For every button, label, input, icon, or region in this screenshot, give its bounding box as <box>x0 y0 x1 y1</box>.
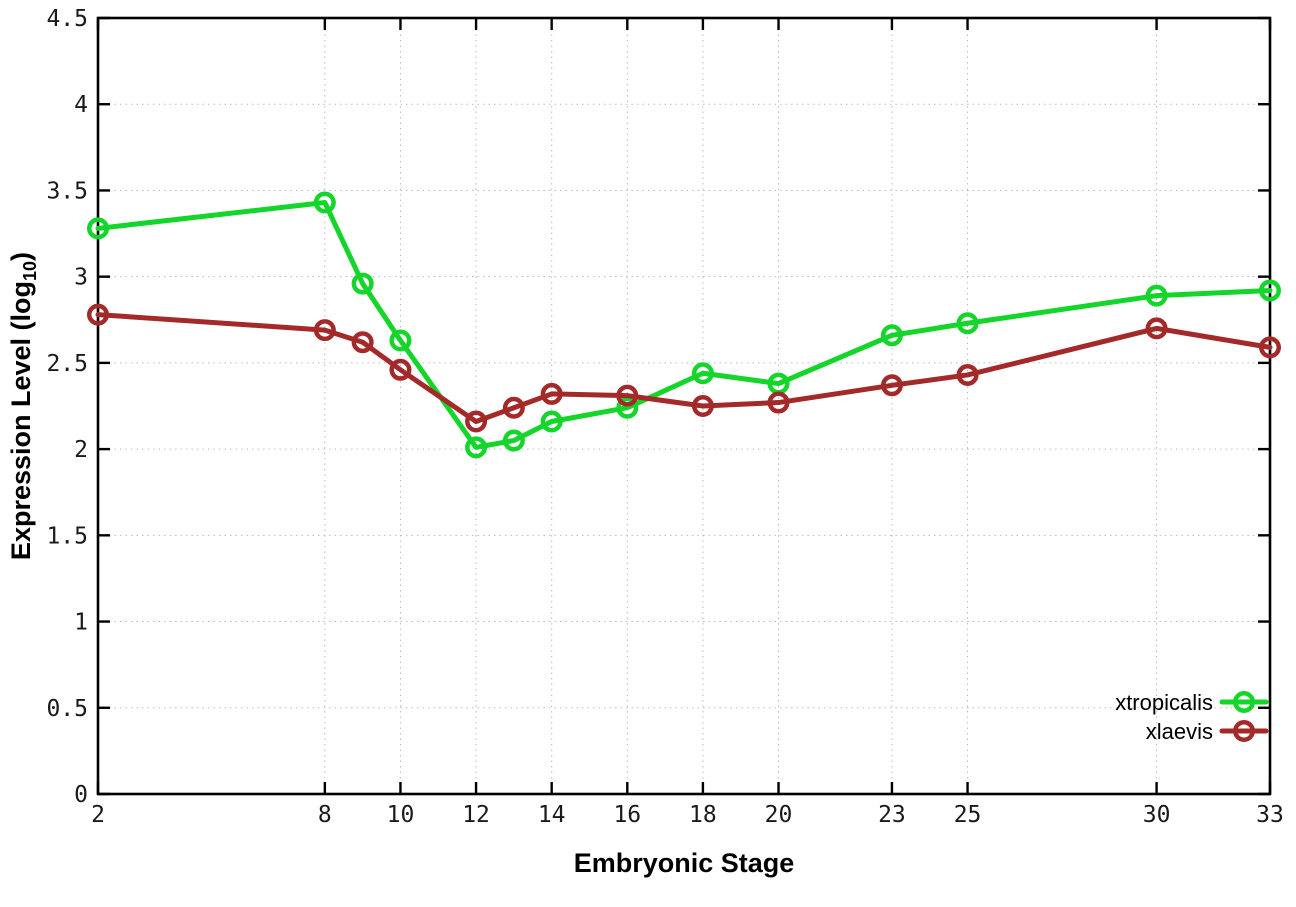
y-axis-title-prefix: Expression Level (log <box>6 281 36 560</box>
data-point-xlaevis <box>767 391 790 414</box>
series-line-xtropicalis <box>95 200 1273 450</box>
y-tick-label: 4.5 <box>46 6 88 32</box>
y-tick-label: 3 <box>74 265 88 291</box>
data-point-xlaevis <box>502 396 525 419</box>
y-tick-label: 1 <box>74 610 88 636</box>
data-point-xlaevis <box>351 331 374 354</box>
x-tick-label: 18 <box>689 802 717 828</box>
x-tick-label: 23 <box>878 802 906 828</box>
data-point-xlaevis <box>1259 336 1281 359</box>
series-line-xlaevis <box>95 312 1273 425</box>
y-tick-label: 2.5 <box>46 351 88 377</box>
x-tick-label: 16 <box>613 802 641 828</box>
data-point-xtropicalis <box>1145 284 1168 307</box>
data-point-xtropicalis <box>880 324 903 347</box>
x-tick-label: 14 <box>538 802 566 828</box>
legend-label-xtropicalis: xtropicalis <box>1115 690 1213 715</box>
y-tick-label: 2 <box>74 437 88 463</box>
data-point-xtropicalis <box>616 396 639 419</box>
data-point-xtropicalis <box>691 362 714 385</box>
x-axis-title: Embryonic Stage <box>574 848 795 878</box>
plot-area: 2 8 10 12 14 16 18 20 23 25 30 33 0 0.5 1 1.5 2 2.5 3 3.5 4 4… <box>46 6 1283 828</box>
y-tick-label: 3.5 <box>46 178 88 204</box>
legend-label-xlaevis: xlaevis <box>1146 719 1213 744</box>
x-tick-label: 8 <box>318 802 332 828</box>
y-tick-label: 4 <box>74 92 88 118</box>
data-point-xlaevis <box>880 374 903 397</box>
x-tick-label: 20 <box>765 802 793 828</box>
x-tick-label: 33 <box>1256 802 1284 828</box>
data-point-xtropicalis <box>351 272 374 295</box>
data-point-xlaevis <box>616 384 639 407</box>
x-tick-label: 30 <box>1143 802 1171 828</box>
x-tick-label: 12 <box>462 802 490 828</box>
data-point-xtropicalis <box>389 329 412 352</box>
data-point-xlaevis <box>1145 317 1168 340</box>
data-point-xlaevis <box>389 358 412 381</box>
y-tick-label: 1.5 <box>46 523 88 549</box>
y-tick-label: 0 <box>74 782 88 808</box>
legend-sample-marker-xtropicalis <box>1233 691 1255 713</box>
data-point-xlaevis <box>540 382 563 405</box>
data-point-xlaevis <box>691 395 714 417</box>
y-axis-title-suffix: ) <box>6 252 36 261</box>
data-point-xtropicalis <box>540 410 563 433</box>
plot-border <box>96 16 1272 796</box>
y-tick-label: 0.5 <box>46 696 88 722</box>
data-point-xlaevis <box>465 410 488 433</box>
x-tick-label: 2 <box>91 802 105 828</box>
legend-sample-marker-xlaevis <box>1233 720 1255 742</box>
legend: xtropicalis xlaevis <box>1115 690 1213 744</box>
data-point-xtropicalis <box>1259 279 1281 302</box>
data-point-xlaevis <box>87 303 109 326</box>
data-point-xlaevis <box>956 363 979 386</box>
data-point-xtropicalis <box>313 191 336 214</box>
y-axis-title-subscript: 10 <box>20 261 40 281</box>
data-point-xtropicalis <box>465 436 488 459</box>
data-point-xtropicalis <box>502 429 525 452</box>
x-tick-label: 10 <box>387 802 415 828</box>
data-point-xtropicalis <box>956 312 979 335</box>
data-point-xlaevis <box>313 319 336 342</box>
x-tick-label: 25 <box>954 802 982 828</box>
data-point-xtropicalis <box>87 217 109 240</box>
y-axis-title: Expression Level (log10) <box>6 252 40 560</box>
